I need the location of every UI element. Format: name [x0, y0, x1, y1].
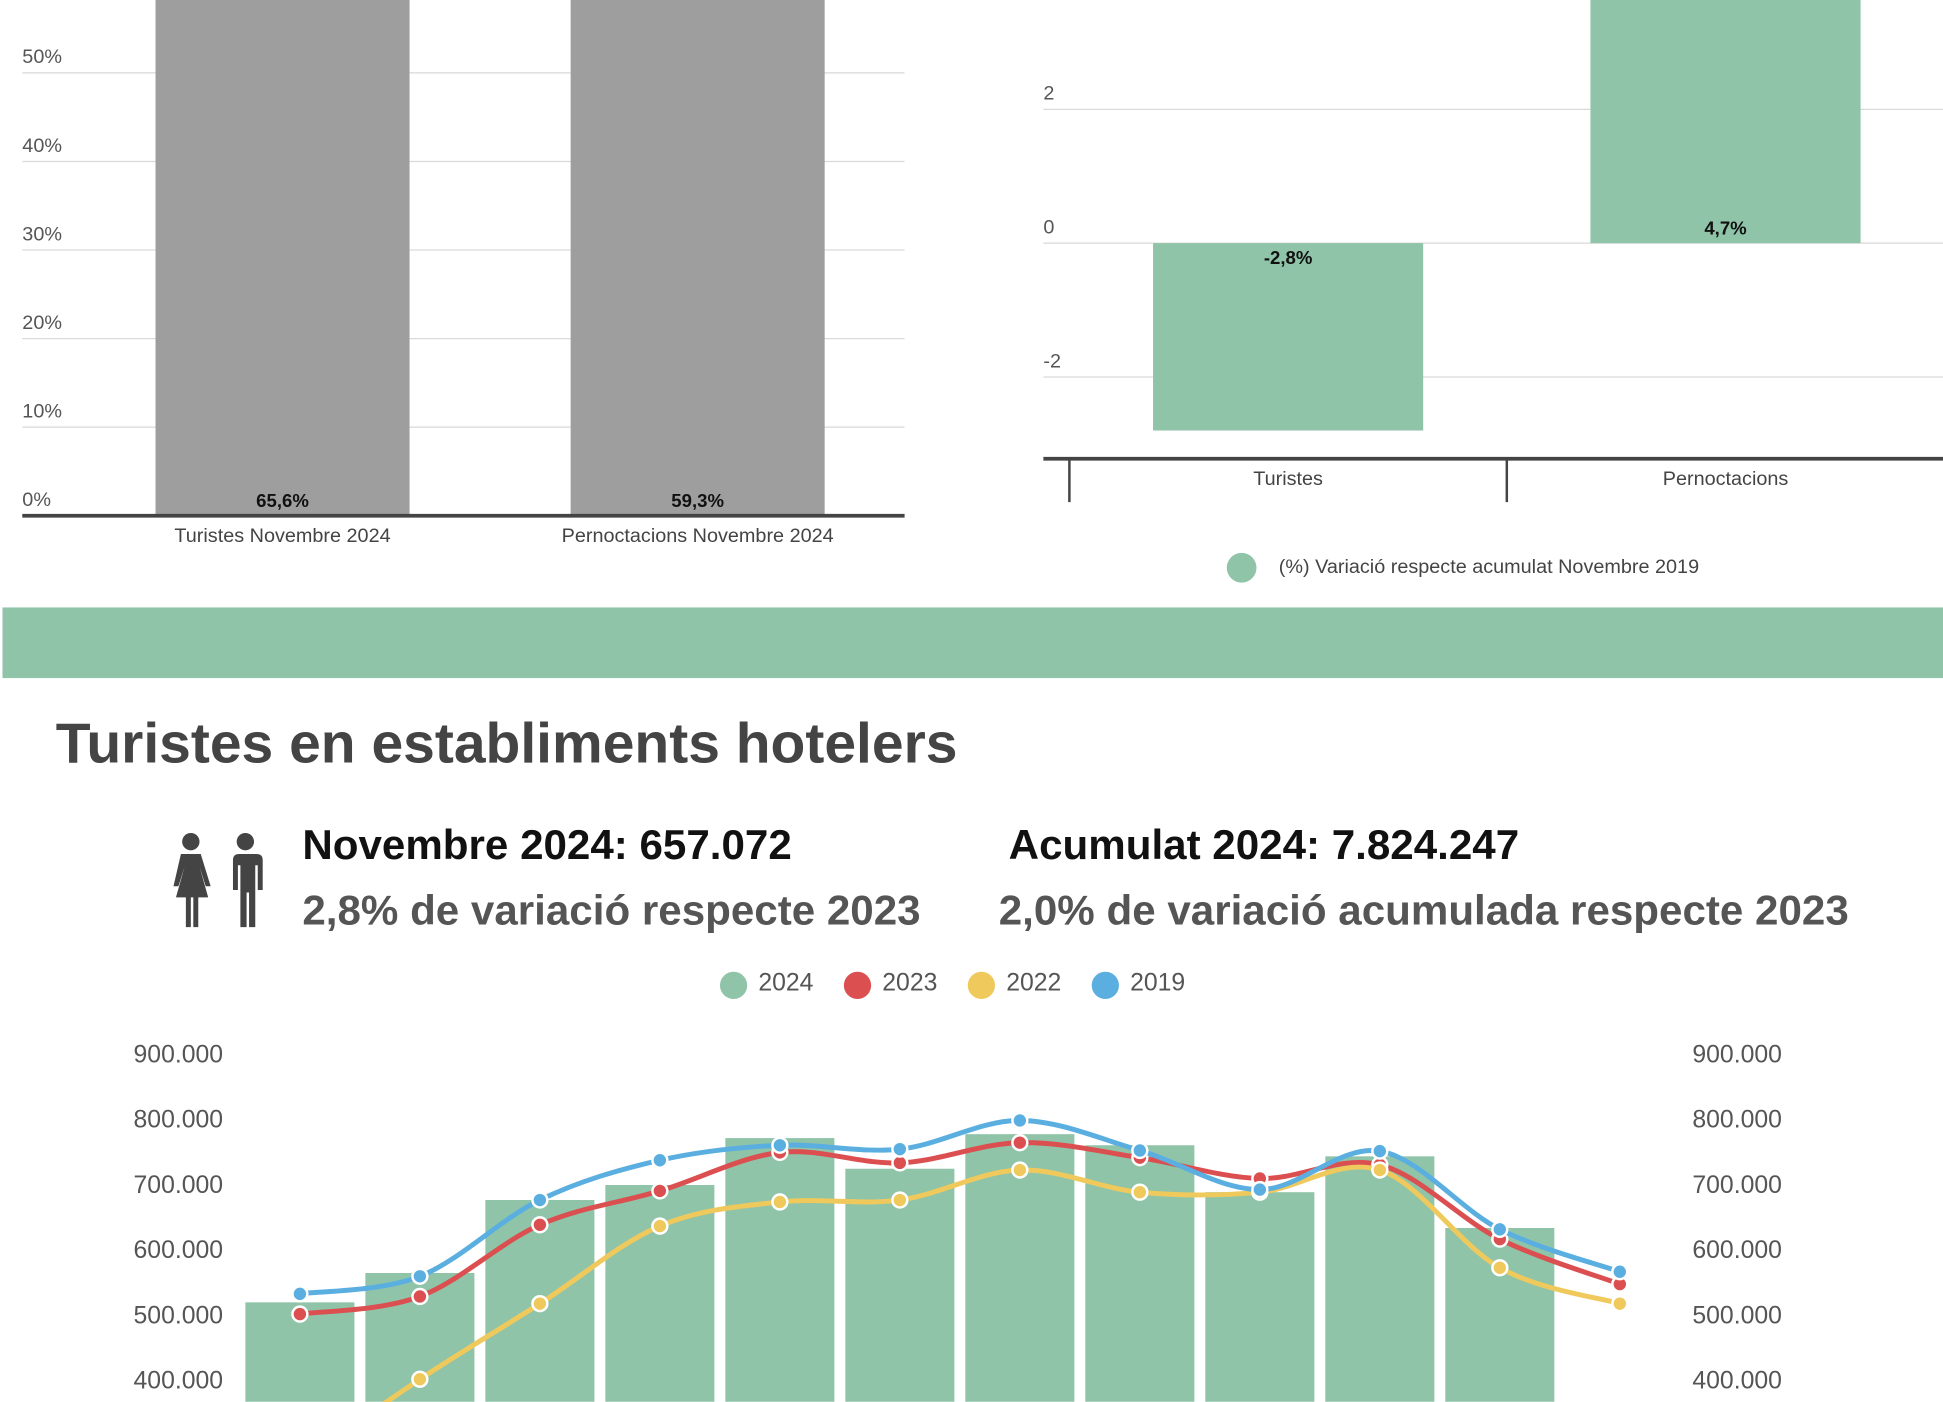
legend-label: 2023 — [882, 970, 937, 997]
chart-variation: -2 0 2 -2,8% Turistes 4,7% Pernoctacions (%) Va… — [1043, 0, 1943, 583]
kpi-subline: 2,0% de variació acumulada respecte 2023 — [999, 887, 1849, 934]
bar — [570, 0, 825, 516]
line-point — [1011, 1111, 1029, 1130]
people-icon — [173, 832, 263, 928]
y2-tick-label: 700.000 — [1692, 1172, 1782, 1199]
line-point — [411, 1267, 429, 1285]
value-label: 4,7% — [1704, 217, 1747, 238]
y-tick-label: 30% — [22, 223, 62, 245]
y2-tick-label: 400.000 — [1692, 1367, 1782, 1394]
y-tick-label: 400.000 — [134, 1367, 224, 1394]
line-point — [1491, 1259, 1509, 1277]
y-tick-label: 2 — [1043, 83, 1054, 105]
line-point — [531, 1216, 549, 1234]
series-line — [299, 1118, 1621, 1297]
chart-occupancy: 0% 10% 20% 30% 40% 50% 65,6% Turistes Novembre … — [22, 0, 905, 547]
y-tick-label: 700.000 — [134, 1172, 224, 1199]
y-tick-label: 600.000 — [134, 1237, 224, 1264]
legend-label: (%) Variació respecte acumulat Novembre … — [1279, 556, 1699, 578]
y-tick-label: -2 — [1043, 350, 1061, 372]
line-point — [1371, 1161, 1389, 1179]
line-point — [1131, 1183, 1149, 1201]
line-point — [1011, 1161, 1029, 1179]
y2-tick-label: 500.000 — [1692, 1302, 1782, 1329]
line-point — [1131, 1141, 1149, 1160]
bar — [1590, 0, 1861, 244]
line-point — [651, 1182, 669, 1200]
line-point — [1611, 1294, 1629, 1313]
bar — [1325, 1156, 1435, 1402]
line-point — [531, 1191, 549, 1209]
line-point — [291, 1305, 309, 1323]
value-label: 59,3% — [671, 490, 724, 511]
line-point — [1011, 1133, 1029, 1152]
section-band — [2, 607, 1943, 679]
x-tick-label: Pernoctacions — [1663, 468, 1789, 490]
line-point — [1371, 1142, 1389, 1160]
line-point — [531, 1294, 549, 1313]
line-point — [411, 1287, 429, 1306]
line-point — [891, 1140, 909, 1158]
line-point — [291, 1285, 309, 1303]
y-tick-label: 10% — [22, 401, 62, 423]
value-label: -2,8% — [1264, 247, 1313, 268]
legend-swatch — [843, 971, 872, 1000]
y-tick-label: 500.000 — [134, 1302, 224, 1329]
legend-swatch — [967, 971, 996, 1000]
y-tick-label: 0% — [22, 489, 51, 511]
y-tick-label: 40% — [22, 135, 62, 157]
y-tick-label: 800.000 — [134, 1107, 224, 1134]
line-point — [771, 1193, 789, 1211]
legend-label: 2019 — [1130, 970, 1185, 997]
legend-swatch — [1091, 971, 1119, 1000]
legend-label: 2024 — [758, 970, 813, 997]
bar — [1205, 1192, 1315, 1402]
value-label: 65,6% — [256, 490, 309, 511]
line-point — [891, 1191, 909, 1209]
y2-tick-label: 600.000 — [1692, 1237, 1782, 1264]
y-tick-label: 0 — [1043, 217, 1054, 239]
y2-tick-label: 800.000 — [1692, 1107, 1782, 1134]
series-line — [299, 1140, 1621, 1317]
line-point — [1251, 1180, 1269, 1199]
x-tick-label: Turistes Novembre 2024 — [174, 525, 390, 547]
bar — [725, 1138, 835, 1402]
line-point — [1491, 1220, 1509, 1239]
y-tick-label: 20% — [22, 312, 62, 334]
line-point — [771, 1136, 789, 1154]
line-point — [1611, 1263, 1629, 1281]
bar — [1153, 243, 1424, 431]
y2-tick-label: 900.000 — [1692, 1042, 1782, 1069]
x-tick-label: Turistes — [1253, 468, 1323, 490]
line-point — [651, 1151, 669, 1169]
bar — [155, 0, 410, 516]
series-line — [382, 1164, 1621, 1402]
legend-swatch — [1226, 552, 1257, 583]
chart-tourists: 400.000 500.000 600.000 700.000 800.000 900.0… — [134, 970, 1782, 1402]
kpi-subline: 2,8% de variació respecte 2023 — [302, 887, 920, 934]
y-tick-label: 50% — [22, 46, 62, 68]
section-title: Turistes en establiments hotelers — [56, 712, 958, 776]
legend-swatch — [719, 971, 748, 1000]
y-tick-label: 900.000 — [134, 1042, 224, 1069]
kpi-headline: Novembre 2024: 657.072 — [302, 821, 791, 868]
x-tick-label: Pernoctacions Novembre 2024 — [562, 525, 834, 547]
line-point — [651, 1217, 669, 1235]
kpi-headline: Acumulat 2024: 7.824.247 — [1009, 821, 1519, 868]
legend-label: 2022 — [1006, 970, 1061, 997]
bar — [965, 1134, 1075, 1402]
line-point — [411, 1370, 429, 1388]
